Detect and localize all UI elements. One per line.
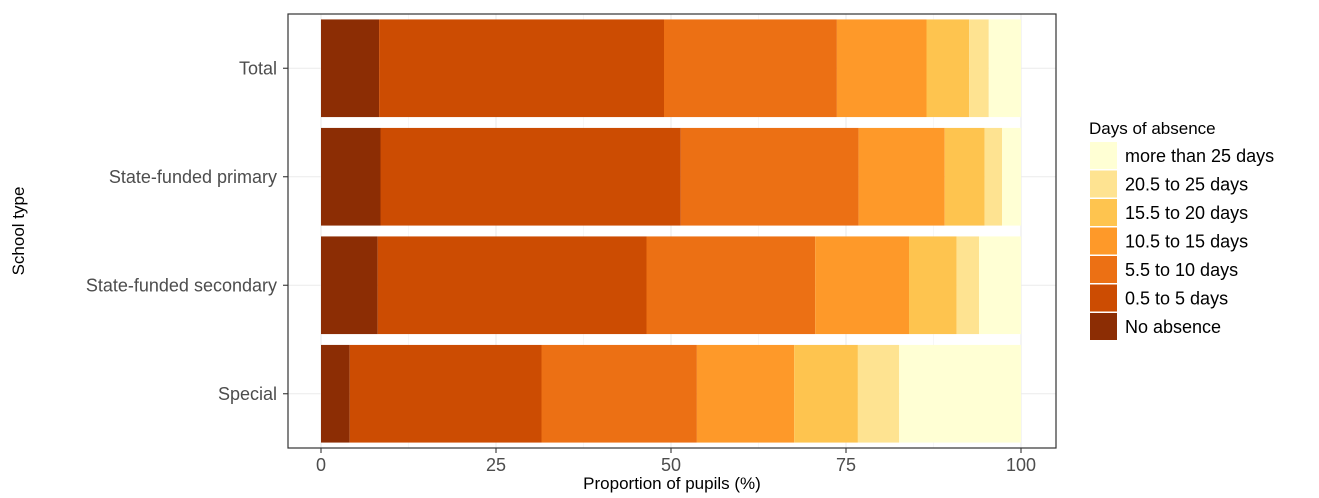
bar-segment [379, 19, 664, 118]
legend-swatch [1090, 313, 1117, 340]
bar-segment [926, 19, 970, 118]
bar-segment [380, 127, 681, 226]
legend-swatch [1090, 199, 1117, 226]
y-tick-label: Total [239, 58, 277, 78]
bar-segment [815, 236, 909, 335]
plot-area [287, 13, 1057, 449]
y-axis: Total State-funded primary State-funded se… [86, 58, 288, 404]
legend-label: 5.5 to 10 days [1125, 260, 1238, 280]
bar-segment [321, 19, 380, 118]
bar-segment [321, 127, 381, 226]
bars [321, 19, 1021, 443]
legend-label: No absence [1125, 317, 1221, 337]
bar-segment [956, 236, 979, 335]
bar-segment [909, 236, 957, 335]
legend-label: more than 25 days [1125, 146, 1274, 166]
bar-segment [984, 127, 1003, 226]
x-tick-label: 25 [486, 455, 506, 475]
bar-segment [858, 127, 945, 226]
legend-label: 0.5 to 5 days [1125, 289, 1228, 309]
bar-segment [794, 344, 858, 443]
legend-label: 10.5 to 15 days [1125, 232, 1248, 252]
x-tick-label: 75 [836, 455, 856, 475]
legend-swatch [1090, 284, 1117, 312]
bar-segment [349, 344, 542, 443]
panel-border [287, 13, 1057, 449]
legend-swatch [1090, 142, 1117, 169]
legend-swatch [1090, 227, 1117, 255]
x-axis-title: Proportion of pupils (%) [583, 474, 761, 493]
x-tick-label: 0 [316, 455, 326, 475]
legend-title: Days of absence [1089, 119, 1216, 138]
bar-segment [646, 236, 816, 335]
bar-segment [944, 127, 985, 226]
legend-swatch [1090, 256, 1117, 283]
bar-segment [857, 344, 900, 443]
bar-segment [969, 19, 989, 118]
bar-segment [541, 344, 697, 443]
legend-label: 15.5 to 20 days [1125, 203, 1248, 223]
y-tick-label: State-funded primary [109, 167, 277, 187]
bar-segment [321, 344, 350, 443]
legend-label: 20.5 to 25 days [1125, 175, 1248, 195]
bar-segment [1002, 127, 1021, 226]
x-tick-label: 50 [661, 455, 681, 475]
y-axis-title: School type [9, 187, 28, 276]
bar-segment [321, 236, 378, 335]
bar-segment [836, 19, 927, 118]
legend: Days of absence more than 25 days 20.5 to… [1089, 119, 1274, 340]
bar-segment [979, 236, 1021, 335]
bar-segment [899, 344, 1021, 443]
legend-items: more than 25 days 20.5 to 25 days 15.5 to … [1090, 142, 1274, 340]
legend-swatch [1090, 170, 1117, 198]
bar-segment [680, 127, 859, 226]
bar-segment [664, 19, 837, 118]
x-tick-label: 100 [1006, 455, 1036, 475]
x-axis: 0 25 50 75 100 [316, 448, 1036, 475]
bar-segment [988, 19, 1021, 118]
y-tick-label: State-funded secondary [86, 275, 277, 295]
bar-segment [696, 344, 795, 443]
bar-segment [377, 236, 647, 335]
y-tick-label: Special [218, 384, 277, 404]
